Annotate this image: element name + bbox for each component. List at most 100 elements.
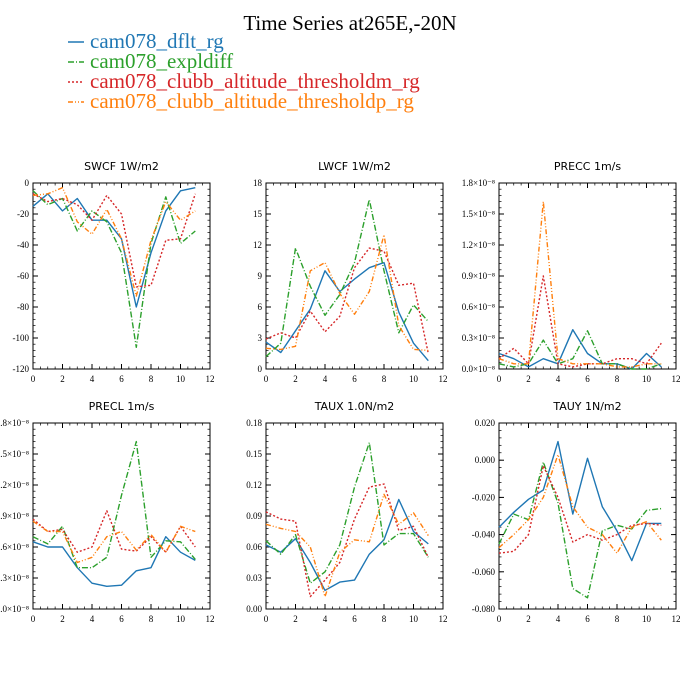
y-tick-label: -0.080 bbox=[472, 604, 496, 614]
plot-frame bbox=[265, 422, 444, 610]
y-tick-label: -40 bbox=[17, 240, 29, 250]
y-tick-label: 0.03 bbox=[246, 573, 262, 583]
panel-title: PRECL 1m/s bbox=[89, 400, 155, 413]
x-tick-label: 0 bbox=[264, 374, 269, 384]
x-tick-label: 12 bbox=[206, 374, 215, 384]
legend-label: cam078_clubb_altitude_thresholdm_rg bbox=[90, 69, 420, 93]
series-line-3 bbox=[32, 510, 196, 553]
x-tick-label: 6 bbox=[352, 374, 357, 384]
x-tick-label: 0 bbox=[497, 614, 502, 624]
y-tick-label: 0.18 bbox=[246, 418, 262, 428]
x-tick-label: 8 bbox=[382, 374, 387, 384]
x-tick-label: 10 bbox=[176, 374, 186, 384]
plot-frame bbox=[32, 182, 211, 370]
legend-entry: cam078_dflt_rg bbox=[68, 29, 224, 53]
panel-title: TAUX 1.0N/m2 bbox=[314, 400, 395, 413]
y-tick-label: 1.8×10⁻⁸ bbox=[462, 178, 495, 188]
y-tick-label: 0.9×10⁻⁸ bbox=[462, 271, 495, 281]
x-tick-label: 10 bbox=[642, 614, 652, 624]
y-tick-label: 0.3×10⁻⁸ bbox=[462, 333, 495, 343]
series-line-4 bbox=[498, 200, 662, 368]
legend-entry: cam078_clubb_altitude_thresholdp_rg bbox=[68, 89, 414, 113]
y-tick-label: 1.5×10⁻⁸ bbox=[0, 449, 29, 459]
series-line-3 bbox=[32, 193, 196, 288]
x-tick-label: 8 bbox=[149, 614, 154, 624]
plot-frame bbox=[265, 182, 444, 370]
x-tick-label: 10 bbox=[409, 614, 419, 624]
y-tick-label: 1.8×10⁻⁸ bbox=[0, 418, 29, 428]
x-tick-label: 8 bbox=[149, 374, 154, 384]
y-tick-label: 0.3×10⁻⁸ bbox=[0, 573, 29, 583]
y-tick-label: 0.12 bbox=[246, 480, 262, 490]
x-tick-label: 6 bbox=[585, 614, 590, 624]
series-line-2 bbox=[32, 190, 196, 348]
y-tick-label: 0 bbox=[25, 178, 30, 188]
x-tick-label: 10 bbox=[409, 374, 419, 384]
x-tick-label: 8 bbox=[615, 374, 620, 384]
legend-label: cam078_dflt_rg bbox=[90, 29, 224, 53]
series-line-4 bbox=[32, 520, 196, 564]
y-tick-label: -120 bbox=[13, 364, 30, 374]
panel-title: SWCF 1W/m2 bbox=[84, 160, 159, 173]
legend-label: cam078_clubb_altitude_thresholdp_rg bbox=[90, 89, 414, 113]
y-tick-label: 0 bbox=[258, 364, 263, 374]
y-tick-label: -0.060 bbox=[472, 567, 496, 577]
chart-panel: TAUY 1N/m2 0 2 4 6 8 10 12 0.020 0.000 -0.020 -0.04… bbox=[472, 400, 681, 624]
y-tick-label: 18 bbox=[253, 178, 263, 188]
panels: SWCF 1W/m2 0 2 4 6 8 10 12 0 -20 -40 -60 -80 -100 -120… bbox=[0, 160, 681, 624]
y-tick-label: 1.2×10⁻⁸ bbox=[462, 240, 495, 250]
y-tick-label: 0.020 bbox=[475, 418, 496, 428]
y-tick-label: -0.040 bbox=[472, 530, 496, 540]
x-tick-label: 6 bbox=[585, 374, 590, 384]
series-line-1 bbox=[498, 440, 662, 562]
series-line-4 bbox=[498, 453, 662, 554]
x-tick-label: 12 bbox=[672, 614, 681, 624]
series-line-2 bbox=[265, 441, 429, 584]
series-line-4 bbox=[265, 233, 429, 352]
y-tick-label: -80 bbox=[17, 302, 29, 312]
x-tick-label: 6 bbox=[352, 614, 357, 624]
x-tick-label: 4 bbox=[556, 374, 561, 384]
series-line-3 bbox=[498, 275, 662, 368]
x-tick-label: 8 bbox=[382, 614, 387, 624]
legend: cam078_dflt_rgcam078_expldiffcam078_club… bbox=[68, 29, 420, 113]
figure-title: Time Series at265E,-20N bbox=[243, 11, 456, 35]
x-tick-label: 2 bbox=[60, 614, 65, 624]
panel-title: PRECC 1m/s bbox=[554, 160, 622, 173]
y-tick-label: 0.6×10⁻⁸ bbox=[462, 302, 495, 312]
x-tick-label: 12 bbox=[439, 374, 448, 384]
y-tick-label: 9 bbox=[258, 271, 263, 281]
legend-entry: cam078_expldiff bbox=[68, 49, 233, 73]
x-tick-label: 2 bbox=[60, 374, 65, 384]
y-tick-label: 0.000 bbox=[475, 455, 496, 465]
panel-title: TAUY 1N/m2 bbox=[552, 400, 621, 413]
y-tick-label: 6 bbox=[258, 302, 263, 312]
plot-frame bbox=[498, 182, 677, 370]
plot-frame bbox=[32, 422, 211, 610]
series-line-1 bbox=[32, 187, 196, 308]
x-tick-label: 6 bbox=[119, 374, 124, 384]
series-line-3 bbox=[265, 247, 429, 354]
series-line-1 bbox=[265, 261, 429, 362]
x-tick-label: 12 bbox=[672, 374, 681, 384]
series-line-2 bbox=[498, 461, 662, 599]
x-tick-label: 4 bbox=[323, 614, 328, 624]
x-tick-label: 12 bbox=[206, 614, 215, 624]
y-tick-label: 0.0×10⁻⁸ bbox=[462, 364, 495, 374]
x-tick-label: 0 bbox=[31, 374, 36, 384]
legend-label: cam078_expldiff bbox=[90, 49, 233, 73]
x-tick-label: 2 bbox=[293, 374, 298, 384]
x-tick-label: 4 bbox=[90, 614, 95, 624]
y-tick-label: 15 bbox=[253, 209, 263, 219]
x-tick-label: 2 bbox=[526, 374, 531, 384]
chart-panel: LWCF 1W/m2 0 2 4 6 8 10 12 18 15 12 9 6 3 0 bbox=[253, 160, 448, 384]
y-tick-label: -20 bbox=[17, 209, 29, 219]
chart-panel: TAUX 1.0N/m2 0 2 4 6 8 10 12 0.18 0.15 0.12 0.09 0.0… bbox=[246, 400, 447, 624]
series-line-2 bbox=[265, 198, 429, 358]
y-tick-label: 0.00 bbox=[246, 604, 262, 614]
x-tick-label: 12 bbox=[439, 614, 448, 624]
y-tick-label: 0.0×10⁻⁸ bbox=[0, 604, 29, 614]
x-tick-label: 10 bbox=[176, 614, 186, 624]
x-tick-label: 4 bbox=[90, 374, 95, 384]
